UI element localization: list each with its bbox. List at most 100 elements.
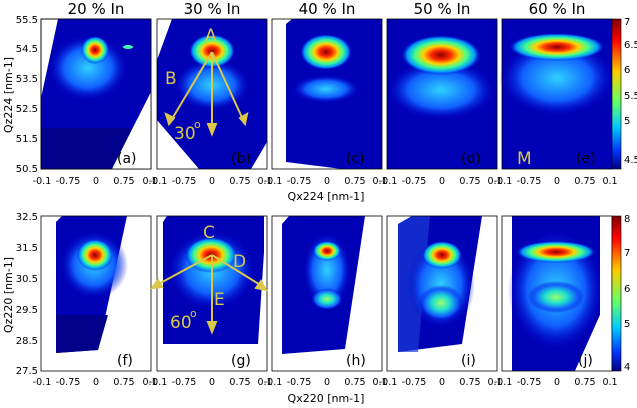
x-tick: -0.1 bbox=[149, 377, 168, 388]
annotation-M: M bbox=[517, 149, 532, 169]
y-tick-top-1: 55.5 bbox=[16, 15, 38, 26]
x-tick: 0 bbox=[554, 176, 560, 187]
cbar-top-tick-3: 6 bbox=[624, 65, 630, 76]
annotation-arrows-top bbox=[164, 51, 249, 137]
x-tick: 0.1 bbox=[257, 176, 272, 187]
panel-c: (c) bbox=[271, 18, 383, 170]
x-tick: -0.1 bbox=[264, 377, 283, 388]
x-tick: -0.75 bbox=[172, 176, 197, 187]
panel-label-h: (h) bbox=[346, 353, 366, 369]
cbar-bottom-tick-2: 7 bbox=[624, 248, 630, 259]
x-tick: -0.75 bbox=[287, 176, 312, 187]
x-tick: 0 bbox=[209, 377, 215, 388]
cbar-bottom-tick-5: 4 bbox=[624, 362, 630, 373]
x-tick: -0.75 bbox=[402, 176, 427, 187]
x-tick: -0.1 bbox=[33, 176, 52, 187]
y-ticks-top: 55.5 54.5 53.5 52.5 51.5 50.5 bbox=[16, 15, 38, 175]
x-axis-label-bottom: Qx220 [nm-1] bbox=[288, 392, 365, 405]
x-tick: 0 bbox=[209, 176, 215, 187]
panel-j: (j) bbox=[501, 215, 613, 372]
annotation-angle-bottom: 60 bbox=[170, 313, 192, 333]
x-tick: -0.1 bbox=[379, 377, 398, 388]
panel-d: (d) bbox=[386, 18, 498, 170]
annotation-degree-top: o bbox=[194, 118, 201, 131]
x-tick: 0 bbox=[93, 377, 99, 388]
annotation-C: C bbox=[203, 223, 215, 243]
x-tick: 0 bbox=[324, 176, 330, 187]
y-tick-bottom-4: 29.5 bbox=[16, 305, 38, 316]
colorbar-top: 7 6.5 6 5.5 5 4.5 bbox=[611, 17, 637, 170]
x-tick: 0.75 bbox=[344, 176, 365, 187]
x-tick: 0.1 bbox=[487, 176, 502, 187]
x-tick: -0.75 bbox=[56, 176, 81, 187]
x-tick: 0.75 bbox=[574, 377, 595, 388]
panel-h: (h) bbox=[271, 215, 383, 372]
x-tick: -0.75 bbox=[56, 377, 81, 388]
cbar-bottom-tick-4: 5 bbox=[624, 319, 630, 330]
y-tick-bottom-5: 28.5 bbox=[16, 336, 38, 347]
colorbar-bottom: 8 7 6 5 4 bbox=[611, 214, 630, 373]
x-ticks-bottom: -0.1 -0.75 0 0.75 0.1 -0.1 -0.75 0 0.75 … bbox=[33, 377, 618, 388]
x-tick: 0.1 bbox=[142, 176, 157, 187]
x-tick: 0.1 bbox=[602, 377, 617, 388]
x-tick: -0.75 bbox=[517, 377, 542, 388]
x-tick: 0.1 bbox=[487, 377, 502, 388]
panel-f: (f) bbox=[40, 215, 152, 372]
panel-label-c: (c) bbox=[346, 151, 365, 167]
annotation-D: D bbox=[233, 252, 246, 272]
x-tick: 0 bbox=[439, 176, 445, 187]
y-ticks-bottom: 32.5 31.5 30.5 29.5 28.5 27.5 bbox=[16, 212, 38, 377]
annotation-degree-bottom: o bbox=[190, 307, 197, 320]
x-tick: -0.1 bbox=[494, 176, 513, 187]
annotation-E: E bbox=[214, 290, 225, 310]
panel-e: M (e) bbox=[499, 18, 615, 170]
y-tick-bottom-1: 32.5 bbox=[16, 212, 38, 223]
x-tick: -0.1 bbox=[33, 377, 52, 388]
x-tick: 0 bbox=[554, 377, 560, 388]
cbar-top-tick-6: 4.5 bbox=[624, 155, 637, 166]
panel-label-g: (g) bbox=[231, 353, 251, 369]
y-tick-top-2: 54.5 bbox=[16, 44, 38, 55]
cbar-top-tick-5: 5 bbox=[624, 116, 630, 127]
panel-b: A B 30 o (b) bbox=[156, 18, 268, 170]
y-tick-top-6: 50.5 bbox=[16, 164, 38, 175]
x-tick: 0.1 bbox=[372, 176, 387, 187]
x-tick: 0 bbox=[439, 377, 445, 388]
cbar-bottom-tick-1: 8 bbox=[624, 214, 630, 225]
panel-a: (a) bbox=[40, 18, 152, 170]
cbar-top-tick-4: 5.5 bbox=[624, 91, 637, 102]
column-title-2: 30 % In bbox=[184, 0, 241, 18]
panel-label-f: (f) bbox=[117, 353, 133, 369]
x-tick: 0.1 bbox=[372, 377, 387, 388]
y-tick-top-4: 52.5 bbox=[16, 104, 38, 115]
x-tick: 0.75 bbox=[113, 176, 134, 187]
cbar-top-tick-2: 6.5 bbox=[624, 40, 637, 51]
x-tick: 0.1 bbox=[257, 377, 272, 388]
x-tick: -0.75 bbox=[287, 377, 312, 388]
x-tick: 0 bbox=[324, 377, 330, 388]
y-tick-top-3: 53.5 bbox=[16, 74, 38, 85]
y-axis-label-bottom: Qz220 [nm-1] bbox=[2, 257, 15, 333]
panel-label-d: (d) bbox=[461, 151, 481, 167]
panel-label-j: (j) bbox=[578, 353, 593, 369]
panel-g: C D E 60 o (g) bbox=[149, 215, 268, 372]
annotation-arrows-bottom bbox=[149, 254, 268, 335]
annotation-angle-top: 30 bbox=[174, 124, 196, 144]
column-title-5: 60 % In bbox=[529, 0, 586, 18]
column-titles: 20 % In 30 % In 40 % In 50 % In 60 % In bbox=[68, 0, 586, 18]
x-axis-label-top: Qx224 [nm-1] bbox=[288, 190, 365, 203]
annotation-B: B bbox=[165, 69, 177, 89]
x-tick: 0.75 bbox=[459, 176, 480, 187]
x-ticks-top: -0.1 -0.75 0 0.75 0.1 -0.1 -0.75 0 0.75 … bbox=[33, 176, 618, 187]
x-tick: 0.75 bbox=[113, 377, 134, 388]
column-title-4: 50 % In bbox=[414, 0, 471, 18]
x-tick: -0.1 bbox=[379, 176, 398, 187]
x-tick: 0.75 bbox=[229, 377, 250, 388]
y-tick-bottom-2: 31.5 bbox=[16, 243, 38, 254]
panel-i: (i) bbox=[386, 215, 498, 372]
x-tick: 0.1 bbox=[142, 377, 157, 388]
x-tick: -0.1 bbox=[149, 176, 168, 187]
x-tick: 0.1 bbox=[602, 176, 617, 187]
panel-label-b: (b) bbox=[231, 151, 251, 167]
